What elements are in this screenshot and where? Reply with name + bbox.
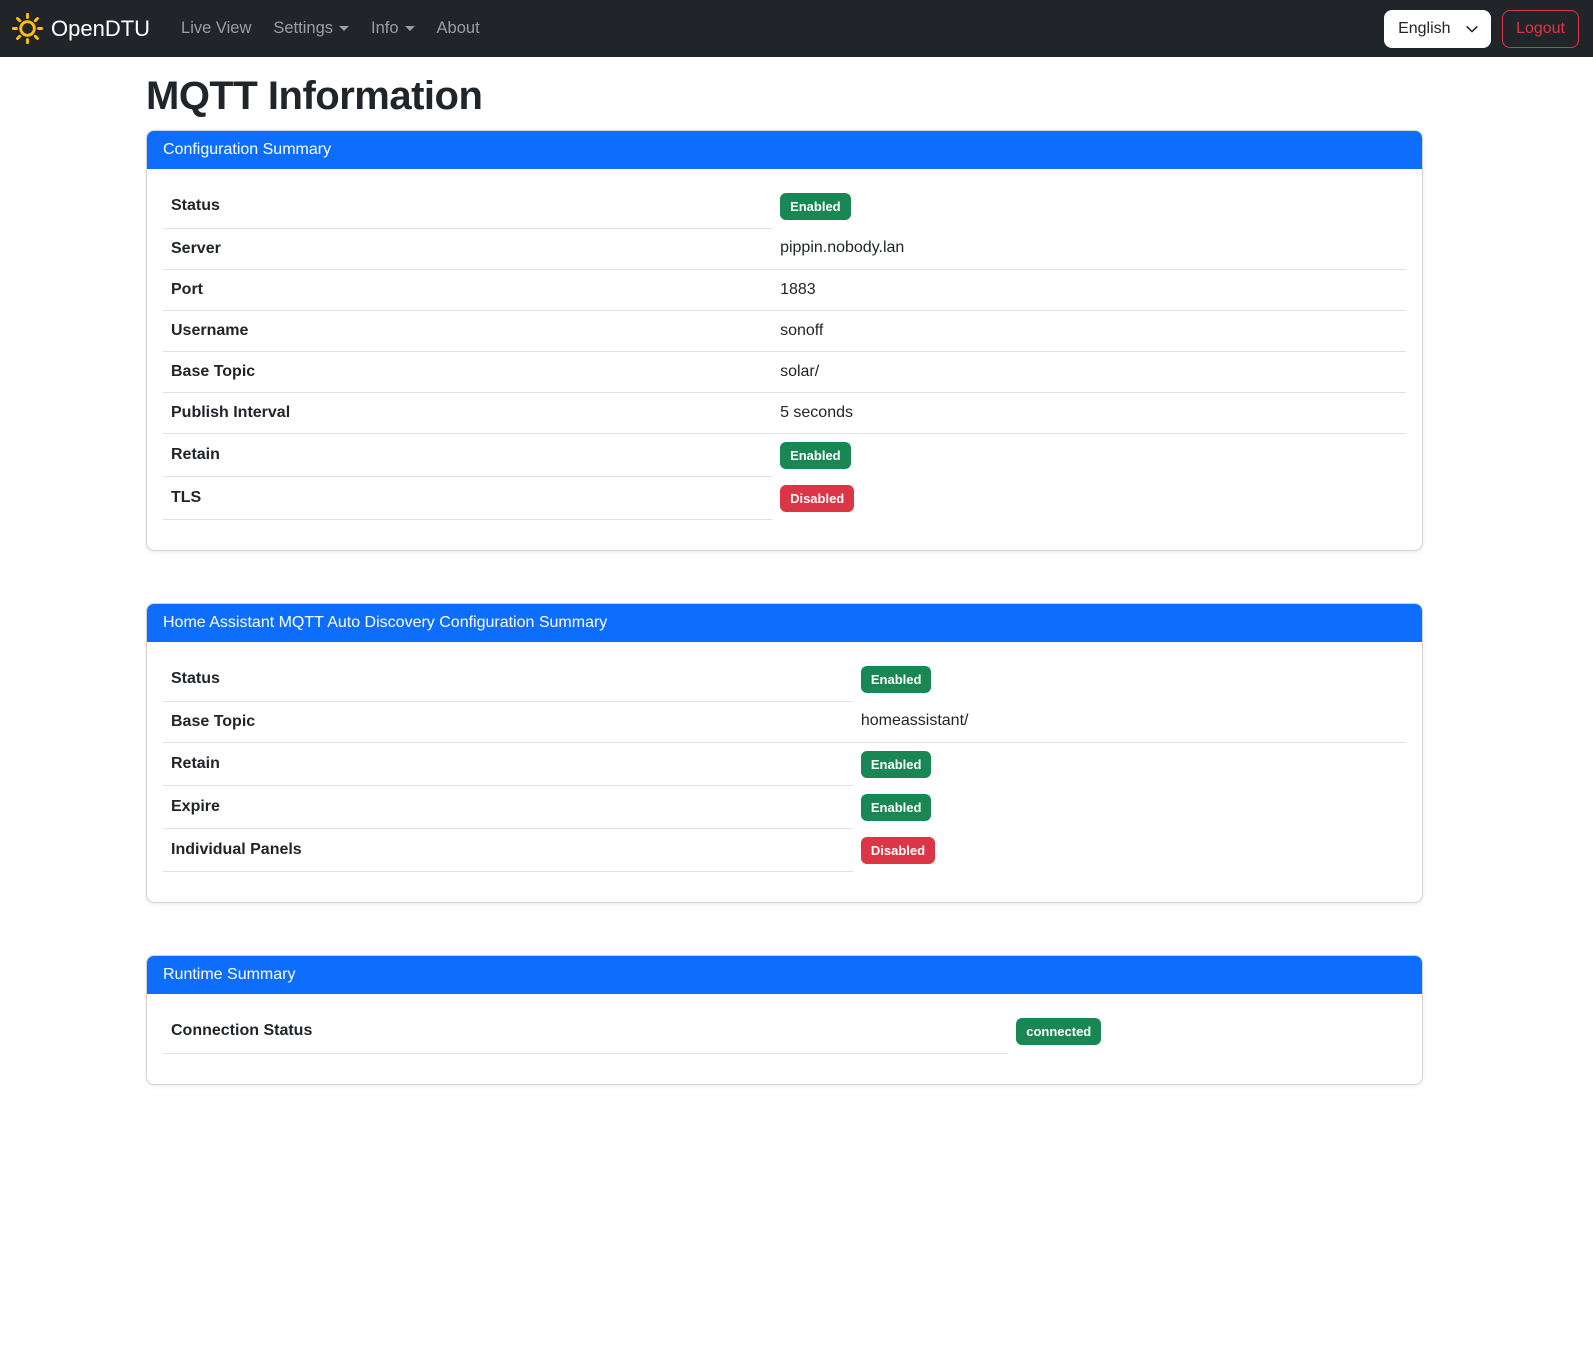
table-row: Retain Enabled [163, 433, 1406, 477]
table-row: Port 1883 [163, 269, 1406, 311]
status-badge: connected [1016, 1018, 1102, 1045]
row-label: Base Topic [163, 701, 853, 743]
table-row: Connection Status connected [163, 1010, 1406, 1054]
nav-item-label: Info [371, 19, 399, 37]
info-table: Status Enabled Base Topic homeassistant/Ret… [163, 658, 1406, 872]
nav-item-about[interactable]: About [426, 11, 491, 46]
row-value: Enabled [853, 786, 1406, 829]
row-label: Retain [163, 742, 853, 786]
table-row: Base Topic solar/ [163, 351, 1406, 393]
status-badge: Disabled [780, 484, 855, 512]
chevron-down-icon [339, 26, 349, 31]
row-label: Retain [163, 433, 773, 477]
row-label: Base Topic [163, 351, 773, 393]
status-badge: Enabled [780, 441, 851, 469]
logout-button[interactable]: Logout [1502, 9, 1579, 48]
status-badge: Enabled [860, 793, 932, 821]
card-body: Status Enabled Server pippin.nobody.lan Port… [147, 169, 1422, 550]
row-value-text: sonoff [780, 321, 824, 339]
row-value: solar/ [772, 351, 1406, 393]
table-row: Retain Enabled [163, 742, 1406, 786]
row-value: Enabled [772, 433, 1406, 477]
brand-link[interactable]: OpenDTU [12, 13, 150, 44]
nav-links: Live View Settings Info About [170, 11, 491, 46]
card-configuration-summary: Configuration Summary Status Enabled Server… [146, 130, 1423, 551]
row-value-text: 1883 [780, 280, 816, 298]
status-badge: Enabled [780, 193, 851, 220]
row-value: Enabled [853, 658, 1406, 701]
row-value: 5 seconds [772, 392, 1406, 434]
table-row: Status Enabled [163, 185, 1406, 229]
row-value: 1883 [772, 269, 1406, 311]
row-value: pippin.nobody.lan [772, 228, 1406, 270]
nav-item-label: About [436, 19, 480, 37]
table-row: Base Topic homeassistant/ [163, 701, 1406, 743]
card-header: Runtime Summary [147, 956, 1422, 994]
row-label: Publish Interval [163, 392, 773, 434]
row-value-text: 5 seconds [780, 403, 853, 421]
nav-item-info[interactable]: Info [360, 11, 426, 46]
row-label: Username [163, 310, 773, 352]
row-value: sonoff [772, 310, 1406, 352]
table-row: Status Enabled [163, 658, 1406, 702]
table-row: Expire Enabled [163, 785, 1406, 829]
row-value-text: solar/ [780, 362, 820, 380]
row-value: Disabled [853, 829, 1406, 872]
table-row: Username sonoff [163, 310, 1406, 352]
status-badge: Disabled [860, 836, 936, 864]
nav-item-settings[interactable]: Settings [262, 11, 360, 46]
nav-item-live-view[interactable]: Live View [170, 11, 262, 46]
row-label: Connection Status [163, 1010, 1009, 1054]
chevron-down-icon [1466, 25, 1478, 32]
info-table: Status Enabled Server pippin.nobody.lan Port… [163, 185, 1406, 520]
table-row: Server pippin.nobody.lan [163, 228, 1406, 270]
status-badge: Enabled [860, 750, 932, 778]
card-header: Home Assistant MQTT Auto Discovery Confi… [147, 604, 1422, 642]
card-runtime-summary: Runtime Summary Connection Status connecte… [146, 955, 1423, 1085]
navbar: OpenDTU Live View Settings Info About Engli… [0, 0, 1593, 57]
card-home-assistant-mqtt-auto-discovery-configuration-summary: Home Assistant MQTT Auto Discovery Confi… [146, 603, 1423, 903]
info-table: Connection Status connected [163, 1010, 1406, 1054]
cards-container: Configuration Summary Status Enabled Server… [146, 130, 1423, 1085]
row-label: TLS [163, 476, 773, 520]
row-value-text: homeassistant/ [860, 712, 969, 730]
navbar-right: English Logout [1384, 9, 1579, 48]
row-value: Enabled [772, 185, 1406, 228]
main-content: MQTT Information Configuration Summary St… [146, 57, 1423, 1085]
page-title: MQTT Information [146, 74, 483, 118]
nav-item-label: Settings [273, 19, 333, 37]
language-select-value: English [1398, 19, 1451, 37]
row-value: Enabled [853, 742, 1406, 786]
table-row: TLS Disabled [163, 476, 1406, 520]
status-badge: Enabled [860, 666, 932, 693]
card-body: Status Enabled Base Topic homeassistant/Ret… [147, 642, 1422, 902]
row-value: homeassistant/ [852, 701, 1406, 743]
row-label: Expire [163, 785, 853, 829]
row-value: Disabled [772, 477, 1406, 520]
table-row: Individual Panels Disabled [163, 828, 1406, 872]
brand-label: OpenDTU [51, 15, 151, 41]
nav-item-label: Live View [181, 19, 252, 37]
card-header: Configuration Summary [147, 131, 1422, 169]
row-value: connected [1008, 1010, 1406, 1053]
sun-icon [12, 13, 43, 44]
row-label: Status [163, 185, 773, 229]
chevron-down-icon [404, 26, 415, 31]
row-label: Port [163, 269, 773, 311]
card-body: Connection Status connected [147, 994, 1422, 1084]
table-row: Publish Interval 5 seconds [163, 392, 1406, 434]
row-label: Status [163, 658, 853, 702]
row-value-text: pippin.nobody.lan [780, 239, 905, 257]
row-label: Individual Panels [163, 828, 853, 872]
row-label: Server [163, 228, 773, 270]
language-select[interactable]: English [1384, 9, 1492, 48]
